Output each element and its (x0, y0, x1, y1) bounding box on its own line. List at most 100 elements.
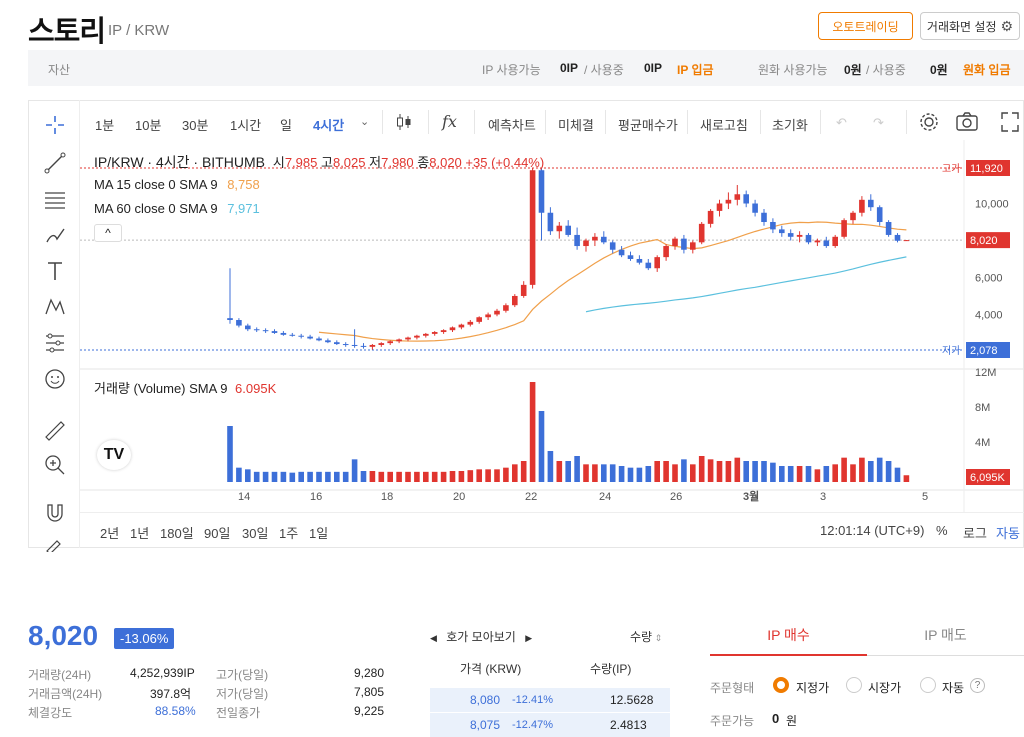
candle-body (271, 331, 278, 333)
log-toggle[interactable]: 로그 (963, 526, 987, 541)
candle-body (227, 318, 233, 321)
limit-label[interactable]: 지정가 (796, 681, 830, 695)
interval-4h[interactable]: 4시간 (313, 118, 345, 133)
candle-body (378, 343, 385, 345)
candle-body (725, 199, 732, 204)
settings-gear-icon[interactable] (918, 111, 940, 136)
orderbook-row[interactable]: 8,075 -12.47% 2.4813 (430, 713, 670, 737)
ma60-label: MA 60 close 0 SMA 9 (94, 201, 218, 216)
tab-buy[interactable]: IP 매수 (710, 620, 867, 656)
orderbook-row[interactable]: 8,080 -12.41% 12.5628 (430, 688, 670, 712)
price-chart[interactable]: 고가 11,920 저가 2,078 8,020 10,000 6,000 4,000 12M 8… (80, 140, 1024, 512)
candle-body (583, 240, 589, 247)
range-30d[interactable]: 30일 (242, 526, 269, 541)
volume-bar (414, 471, 420, 482)
tradingview-logo[interactable]: TV (97, 440, 131, 470)
candle-body (396, 339, 402, 342)
prediction-chart-button[interactable]: 예측차트 (488, 118, 536, 133)
collapse-legend-button[interactable]: ^ (94, 224, 122, 242)
pattern-icon[interactable] (42, 294, 68, 320)
open-orders-button[interactable]: 미체결 (558, 118, 594, 133)
volume-bar (289, 472, 296, 482)
asset-label: 자산 (48, 63, 71, 77)
auto-radio[interactable] (920, 677, 936, 693)
candle-body (556, 225, 563, 232)
brush-icon[interactable] (42, 222, 68, 248)
chart-settings-button[interactable]: 거래화면 설정 ⚙ (920, 12, 1020, 40)
next-arrow-icon[interactable]: ▶ (525, 633, 533, 643)
candle-type-icon[interactable] (395, 112, 413, 135)
volume-bar (316, 471, 322, 482)
fib-lines-icon[interactable] (42, 186, 68, 212)
ip-deposit-link[interactable]: IP 입금 (677, 63, 714, 77)
low-value-tag-bg (966, 342, 1010, 358)
zoom-in-icon[interactable] (42, 452, 68, 478)
col-price: 가격 (KRW) (460, 662, 522, 676)
ruler-icon[interactable] (42, 418, 68, 444)
current-price-tag: 8,020 (970, 235, 998, 247)
high-value-tag-bg (966, 160, 1010, 176)
magnet-icon[interactable] (42, 500, 68, 526)
auto-trading-button[interactable]: 오토트레이딩 (818, 12, 913, 40)
ip-available-value: 0IP (560, 61, 579, 75)
range-1w[interactable]: 1주 (279, 526, 299, 541)
chart-time: 12:01:14 (UTC+9) (820, 523, 925, 538)
auto-label[interactable]: 자동 (942, 681, 965, 695)
range-1d[interactable]: 1일 (309, 526, 329, 541)
camera-icon[interactable] (955, 111, 979, 136)
reset-button[interactable]: 초기화 (772, 118, 808, 133)
candle-body (316, 338, 322, 341)
avg-buy-price-button[interactable]: 평균매수가 (618, 118, 678, 133)
interval-1m[interactable]: 1분 (95, 118, 115, 133)
undo-icon[interactable]: ↶ (836, 115, 847, 130)
text-icon[interactable] (42, 258, 68, 284)
auto-toggle[interactable]: 자동 (996, 526, 1020, 541)
volume-bar (449, 471, 456, 482)
candle-body (761, 212, 767, 222)
redo-icon[interactable]: ↷ (873, 115, 884, 130)
range-90d[interactable]: 90일 (204, 526, 231, 541)
chevron-down-icon[interactable]: ⌄ (360, 116, 370, 128)
trendline-icon[interactable] (42, 150, 68, 176)
volume-value: 6.095K (235, 381, 277, 396)
krw-deposit-link[interactable]: 원화 입금 (963, 63, 1011, 77)
candle-body (716, 203, 723, 211)
close-label: 종 (417, 155, 430, 170)
candle-body (449, 327, 456, 331)
chart-toolbar: 1분 10분 30분 1시간 일 4시간 ⌄ fx 예측차트 미체결 평균매수가… (80, 108, 1024, 140)
orderbook-title[interactable]: 호가 모아보기 (446, 630, 516, 644)
market-label[interactable]: 시장가 (868, 681, 902, 695)
candle-body (832, 236, 838, 247)
candle-body (743, 194, 749, 204)
high-value: 8,025 (332, 155, 366, 170)
fullscreen-icon[interactable] (1000, 111, 1020, 136)
prediction-icon[interactable] (42, 330, 68, 356)
interval-30m[interactable]: 30분 (182, 118, 209, 133)
limit-radio[interactable] (773, 677, 789, 693)
interval-day[interactable]: 일 (280, 118, 292, 133)
prev-arrow-icon[interactable]: ◀ (430, 633, 437, 643)
range-1y[interactable]: 1년 (130, 526, 150, 541)
qty-sort[interactable]: 수량 ⇕ (630, 630, 663, 644)
range-2y[interactable]: 2년 (100, 526, 120, 541)
interval-1h[interactable]: 1시간 (230, 118, 262, 133)
candle-body (325, 340, 331, 343)
indicator-fx-icon[interactable]: fx (442, 112, 457, 131)
percent-toggle[interactable]: % (936, 523, 948, 538)
candle-body (796, 234, 803, 237)
volume-bar (672, 464, 678, 482)
interval-10m[interactable]: 10분 (135, 118, 162, 133)
crosshair-icon[interactable] (42, 112, 68, 138)
tab-sell[interactable]: IP 매도 (867, 620, 1024, 656)
market-pair: IP / KRW (108, 22, 170, 39)
range-180d[interactable]: 180일 (160, 526, 194, 541)
candle-body (360, 345, 367, 347)
refresh-button[interactable]: 새로고침 (700, 118, 748, 133)
volume-bar (681, 459, 687, 482)
emoji-icon[interactable] (42, 366, 68, 392)
help-icon[interactable]: ? (970, 678, 985, 693)
ip-in-use-label: / 사용중 (584, 63, 624, 77)
market-radio[interactable] (846, 677, 862, 693)
candle-body (618, 249, 625, 256)
pencil-icon[interactable] (42, 532, 68, 558)
